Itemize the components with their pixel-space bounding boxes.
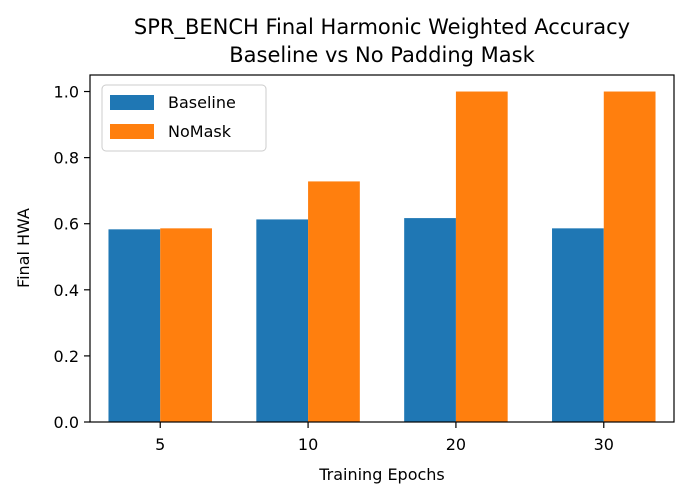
- x-tick-label: 20: [446, 435, 466, 454]
- legend-label-baseline: Baseline: [168, 93, 236, 112]
- legend-swatch-nomask: [110, 124, 154, 139]
- plot-frame: [89, 74, 675, 423]
- x-axis-label: Training Epochs: [318, 465, 445, 484]
- chart-subtitle: Baseline vs No Padding Mask: [229, 43, 535, 67]
- y-tick-label: 0.0: [54, 413, 79, 432]
- legend-label-nomask: NoMask: [168, 122, 232, 141]
- bar-nomask-10: [308, 181, 360, 422]
- x-tick-label: 30: [594, 435, 614, 454]
- bar-baseline-30: [552, 228, 604, 422]
- x-tick-label: 5: [155, 435, 165, 454]
- bar-baseline-20: [404, 218, 456, 422]
- bar-nomask-5: [160, 228, 212, 422]
- bar-baseline-5: [108, 229, 161, 422]
- y-axis-ticks: 0.0 0.2 0.4 0.6 0.8 1.0: [54, 83, 90, 432]
- bar-baseline-10: [256, 219, 309, 422]
- y-tick-label: 1.0: [54, 83, 79, 102]
- bars-group: [108, 91, 656, 423]
- legend-swatch-baseline: [110, 95, 154, 110]
- y-tick-label: 0.6: [54, 215, 79, 234]
- y-tick-label: 0.4: [54, 281, 79, 300]
- bar-nomask-30: [603, 91, 656, 423]
- x-tick-label: 10: [298, 435, 318, 454]
- chart-title: SPR_BENCH Final Harmonic Weighted Accura…: [134, 15, 630, 40]
- bar-nomask-20: [455, 91, 508, 423]
- legend: Baseline NoMask: [101, 84, 267, 152]
- y-tick-label: 0.2: [54, 347, 79, 366]
- y-axis-label: Final HWA: [14, 208, 33, 288]
- y-tick-label: 0.8: [54, 149, 79, 168]
- x-axis-ticks: 5 10 20 30: [155, 422, 614, 454]
